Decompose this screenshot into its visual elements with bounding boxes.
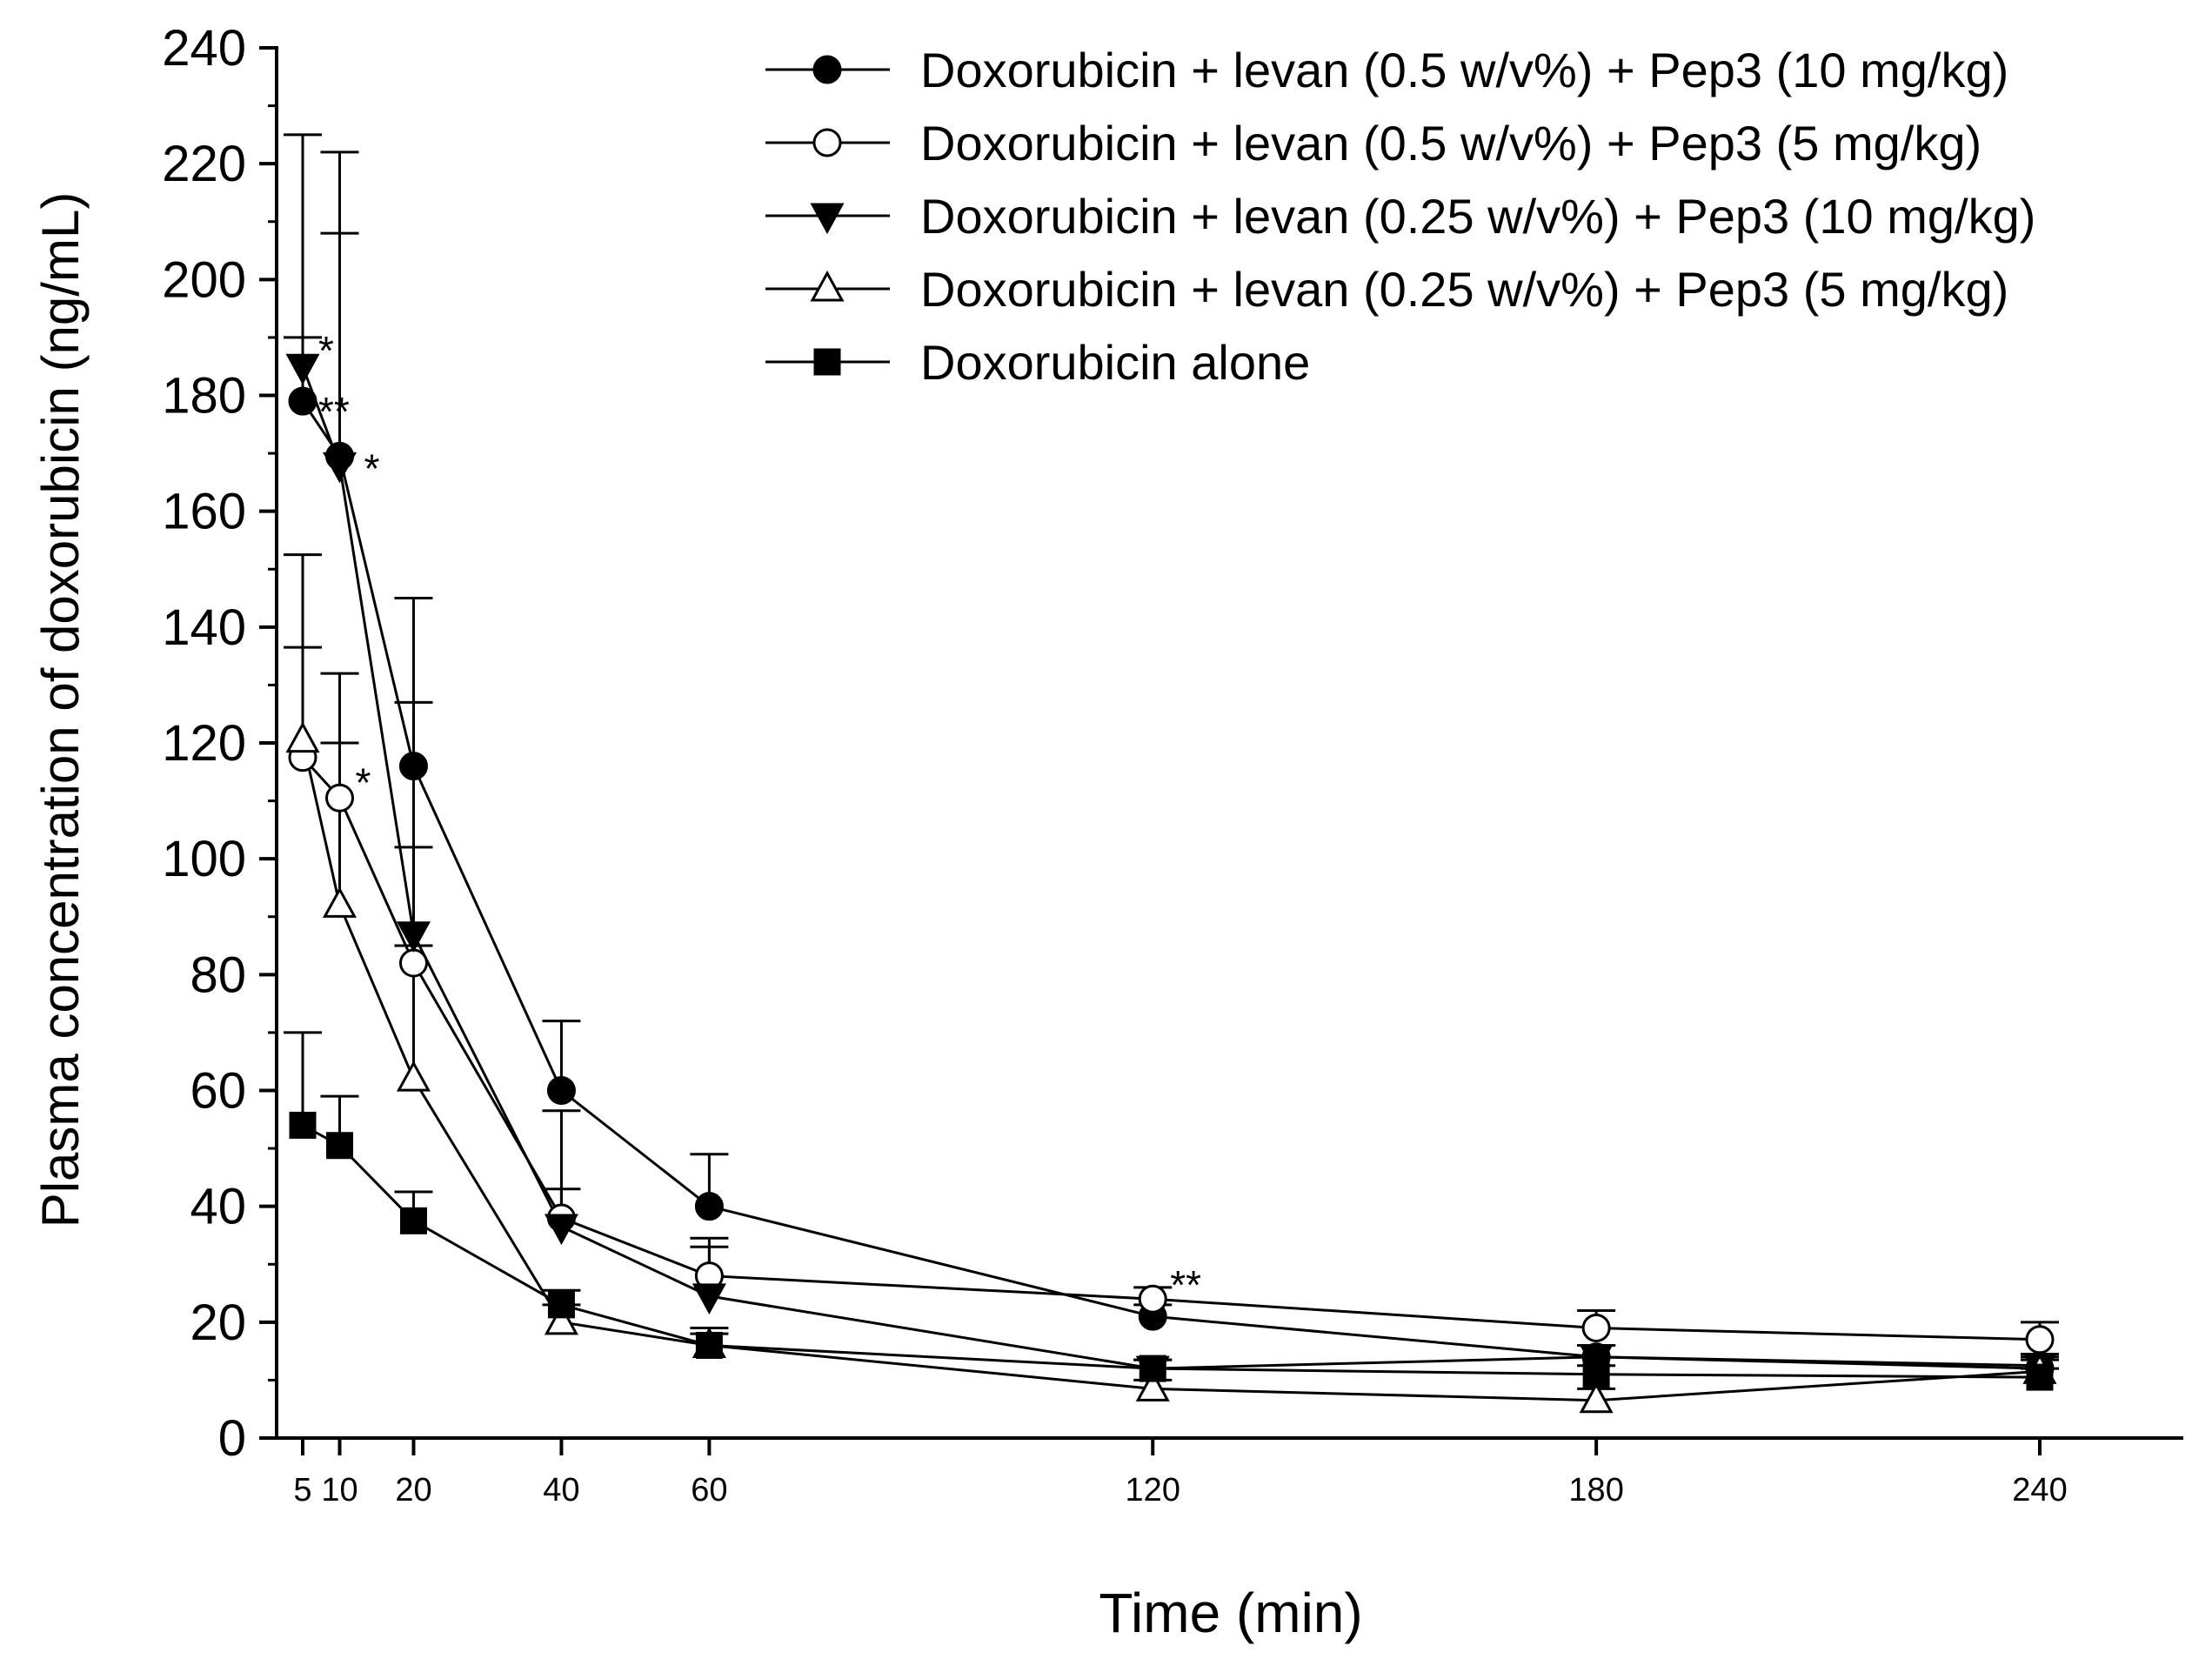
- series-line: [302, 1124, 2041, 1379]
- y-tick-label: 20: [190, 1294, 246, 1351]
- series-line: [301, 400, 2041, 1370]
- significance-marker: *: [355, 759, 371, 805]
- legend-marker: [812, 128, 842, 157]
- significance-marker: *: [318, 328, 334, 373]
- legend-entry: Doxorubicin + levan (0.5 w/v%) + Pep3 (1…: [920, 43, 2008, 97]
- y-axis-title: Plasma concentration of doxorubicin (ng/…: [31, 192, 90, 1228]
- data-point: [322, 886, 358, 918]
- x-tick-label: 20: [395, 1472, 431, 1508]
- data-point: [1582, 1361, 1610, 1388]
- data-point: [325, 1132, 353, 1160]
- axes: 0 20 40 60 80 100 120 140 160 180 200 220 240 5 10 20 40…: [162, 20, 2183, 1508]
- x-tick-label: 60: [691, 1472, 727, 1508]
- x-axis-title: Time (min): [1099, 1582, 1362, 1644]
- data-point: [1579, 1381, 1614, 1414]
- data-point: [1579, 1344, 1614, 1375]
- data-point: [694, 1192, 724, 1221]
- significance-annotations: *******: [318, 328, 1201, 1308]
- y-tick-label: 100: [162, 831, 246, 887]
- data-point: [544, 1303, 578, 1335]
- data-point: [544, 1214, 578, 1246]
- data-point: [1139, 1355, 1166, 1382]
- x-tick-label: 180: [1568, 1472, 1623, 1508]
- series-line: [301, 739, 2041, 1402]
- legend-entry: Doxorubicin + levan (0.25 w/v%) + Pep3 (…: [920, 189, 2035, 244]
- series-line: [301, 365, 2041, 1370]
- legend-entry: Doxorubicin + levan (0.25 w/v%) + Pep3 (…: [920, 262, 2008, 317]
- y-tick-label: 240: [162, 20, 246, 77]
- y-tick-label: 0: [218, 1410, 246, 1467]
- y-tick-label: 140: [162, 599, 246, 656]
- data-point: [396, 1060, 431, 1092]
- y-tick-label: 120: [162, 715, 246, 772]
- data-point: [547, 1291, 575, 1319]
- legend-entry: Doxorubicin + levan (0.5 w/v%) + Pep3 (5…: [920, 116, 1981, 171]
- data-point: [1581, 1313, 1611, 1342]
- data-point: [398, 752, 428, 781]
- data-point: [285, 353, 320, 385]
- y-tick-label: 200: [162, 251, 246, 308]
- legend: Doxorubicin + levan (0.5 w/v%) + Pep3 (1…: [765, 43, 2035, 390]
- data-point: [2025, 1325, 2055, 1355]
- significance-marker: *: [364, 445, 379, 491]
- x-tick-label: 240: [2012, 1472, 2067, 1508]
- y-tick-label: 80: [190, 947, 246, 1003]
- x-tick-label: 120: [1126, 1472, 1180, 1508]
- data-point: [322, 452, 358, 484]
- data-point: [396, 921, 431, 953]
- x-tick-label: 40: [543, 1472, 579, 1508]
- y-tick-label: 180: [162, 368, 246, 425]
- data-point: [1135, 1370, 1170, 1401]
- data-point: [399, 1207, 427, 1234]
- series-lines: [301, 365, 2041, 1402]
- data-point: [398, 948, 428, 978]
- legend-entry: Doxorubicin alone: [920, 335, 1310, 390]
- data-point: [2026, 1363, 2054, 1391]
- x-tick-label: 10: [321, 1472, 358, 1508]
- y-tick-label: 220: [162, 136, 246, 192]
- legend-marker: [813, 348, 841, 376]
- significance-marker: **: [318, 389, 350, 434]
- y-tick-label: 160: [162, 484, 246, 540]
- data-point: [289, 1111, 317, 1139]
- data-point: [324, 783, 354, 813]
- data-point: [546, 1076, 576, 1105]
- series-line: [301, 756, 2041, 1341]
- data-point: [1138, 1284, 1167, 1314]
- x-tick-label: 5: [293, 1472, 311, 1508]
- y-tick-label: 60: [190, 1063, 246, 1120]
- data-point: [288, 386, 317, 416]
- y-tick-label: 40: [190, 1179, 246, 1235]
- legend-marker: [810, 203, 845, 235]
- legend-marker: [812, 55, 842, 84]
- data-point: [285, 721, 320, 753]
- data-point: [695, 1331, 723, 1359]
- data-point: [692, 1283, 726, 1314]
- significance-marker: **: [1170, 1262, 1201, 1308]
- data-markers: [285, 353, 2057, 1414]
- legend-marker: [810, 270, 845, 302]
